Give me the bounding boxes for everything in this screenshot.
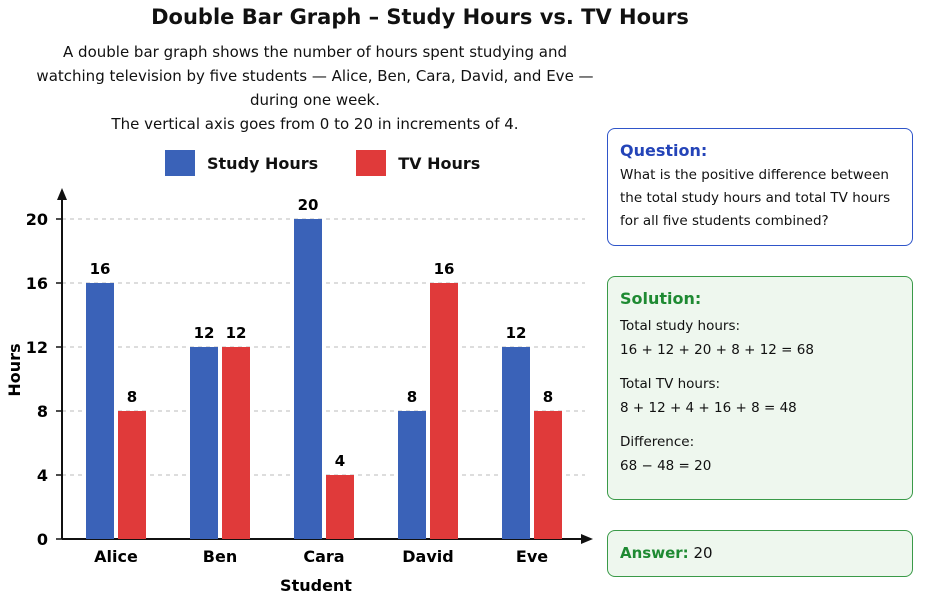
y-tick-label: 8 (37, 402, 48, 421)
step-label: Difference: (620, 434, 695, 450)
y-axis-arrow (57, 188, 67, 200)
x-axis-label: Student (280, 576, 352, 595)
step-calc: 68 − 48 = 20 (620, 458, 712, 474)
y-tick-label: 16 (26, 274, 48, 293)
bar-david-study (398, 411, 426, 539)
data-label: 4 (335, 452, 345, 470)
x-axis-arrow (581, 534, 593, 544)
data-label: 8 (543, 388, 553, 406)
legend-swatch (356, 150, 387, 176)
description-line: watching television by five students — A… (36, 67, 594, 85)
solution-step: Total study hours: 16 + 12 + 20 + 8 + 12 … (620, 314, 900, 362)
solution-box: Solution: Total study hours: 16 + 12 + 20… (607, 276, 913, 500)
legend-label: TV Hours (398, 153, 481, 173)
question-box: Question: What is the positive differenc… (607, 128, 913, 246)
bar-alice-tv (118, 411, 146, 539)
description-line: A double bar graph shows the number of h… (63, 43, 567, 61)
y-tick-label: 0 (37, 530, 48, 549)
legend-swatch (165, 150, 195, 176)
bar-cara-study (294, 219, 322, 539)
data-label: 16 (434, 260, 455, 278)
question-label: Question: (620, 141, 708, 160)
x-tick-label: Ben (203, 547, 237, 566)
x-tick-label: Alice (94, 547, 138, 566)
x-tick-label: Cara (303, 547, 344, 566)
legend: Study Hours TV Hours (165, 150, 480, 176)
step-calc: 16 + 12 + 20 + 8 + 12 = 68 (620, 342, 814, 358)
bar-eve-study (502, 347, 530, 539)
step-label: Total study hours: (620, 318, 741, 334)
answer-box: Answer: 20 (607, 530, 913, 577)
data-label: 20 (298, 196, 319, 214)
step-calc: 8 + 12 + 4 + 16 + 8 = 48 (620, 400, 797, 416)
description: A double bar graph shows the number of h… (0, 40, 630, 136)
y-tick-label: 4 (37, 466, 48, 485)
data-label: 8 (127, 388, 137, 406)
bar-chart: 0 4 8 12 16 20 16 8 Alice 12 12 Ben 20 4 Cara 8 16 David 1… (5, 188, 593, 595)
y-axis-label: Hours (5, 343, 24, 396)
solution-step: Total TV hours: 8 + 12 + 4 + 16 + 8 = 48 (620, 372, 900, 420)
bar-eve-tv (534, 411, 562, 539)
bar-alice-study (86, 283, 114, 539)
bar-ben-tv (222, 347, 250, 539)
answer-label: Answer: (620, 544, 689, 562)
data-label: 16 (90, 260, 111, 278)
bar-ben-study (190, 347, 218, 539)
legend-label: Study Hours (207, 153, 319, 173)
legend-item-study: Study Hours (165, 150, 318, 176)
data-label: 12 (226, 324, 247, 342)
data-label: 12 (506, 324, 527, 342)
bar-david-tv (430, 283, 458, 539)
data-label: 12 (194, 324, 215, 342)
data-label: 8 (407, 388, 417, 406)
x-tick-label: Eve (516, 547, 548, 566)
legend-item-tv: TV Hours (356, 150, 480, 176)
question-text: What is the positive difference between … (620, 167, 891, 229)
solution-label: Solution: (620, 289, 702, 308)
solution-step: Difference: 68 − 48 = 20 (620, 430, 900, 478)
bar-cara-tv (326, 475, 354, 539)
page-title: Double Bar Graph – Study Hours vs. TV Ho… (151, 5, 689, 29)
description-line: The vertical axis goes from 0 to 20 in i… (111, 115, 519, 133)
answer-value: 20 (693, 544, 713, 562)
step-label: Total TV hours: (620, 376, 721, 392)
x-tick-label: David (402, 547, 453, 566)
y-tick-label: 20 (26, 210, 48, 229)
y-tick-label: 12 (26, 338, 48, 357)
description-line: during one week. (249, 91, 381, 109)
